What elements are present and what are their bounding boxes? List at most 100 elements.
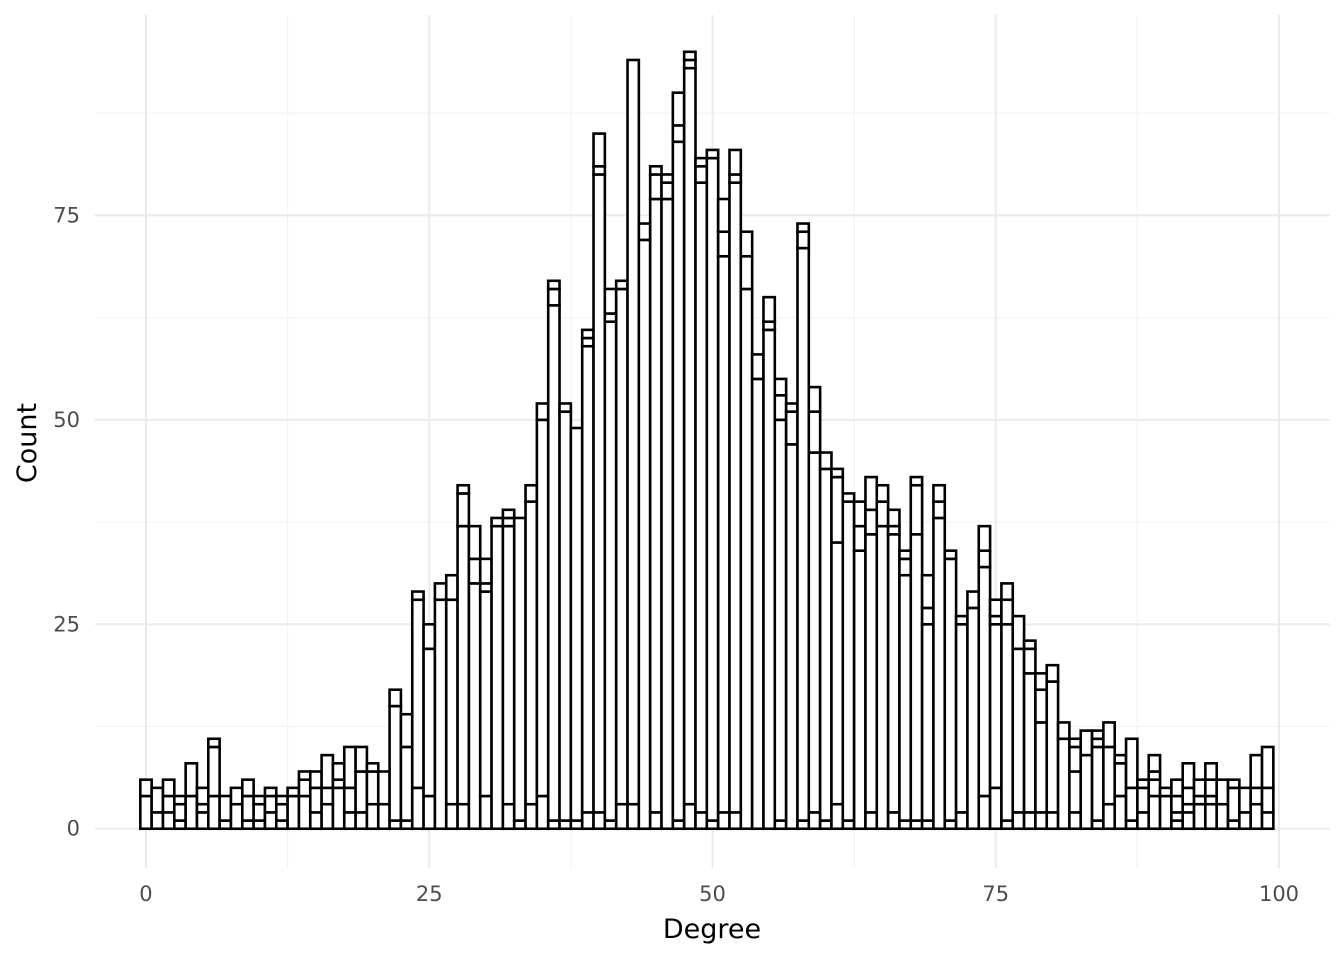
histogram-bar-segment	[150, 811, 165, 831]
histogram-bar-segment	[841, 500, 856, 822]
histogram-bar-segment	[1056, 721, 1071, 741]
histogram-bar-segment	[456, 492, 471, 528]
histogram-bar-segment	[943, 549, 958, 561]
histogram-bar-segment	[1068, 745, 1083, 773]
histogram-bar-segment	[739, 254, 754, 291]
histogram-bar-segment	[422, 622, 437, 651]
histogram-bar-segment	[728, 148, 743, 176]
histogram-bar-segment	[1136, 786, 1151, 814]
histogram-bar-segment	[207, 794, 221, 831]
histogram-bar-segment	[705, 148, 720, 160]
histogram-bar-segment	[501, 508, 516, 520]
histogram-bar-segment	[716, 230, 731, 258]
histogram-bar-segment	[207, 737, 221, 749]
histogram-bar-segment	[388, 704, 403, 822]
histogram-bar-segment	[297, 794, 312, 831]
histogram-bar-segment	[229, 786, 244, 806]
histogram-bar-segment	[1204, 762, 1218, 781]
histogram-bar-segment	[920, 573, 935, 610]
histogram-bar-segment	[682, 802, 697, 831]
histogram-bar-segment	[184, 762, 199, 798]
histogram-bar-segment	[1102, 802, 1117, 831]
histogram-bar-segment	[830, 467, 845, 479]
y-tick-label: 25	[53, 612, 80, 636]
histogram-bar-segment	[728, 181, 743, 814]
histogram-bar-segment	[1022, 639, 1037, 651]
histogram-bar-segment	[1192, 802, 1207, 831]
histogram-bar-segment	[150, 786, 165, 814]
histogram-bar-segment	[1249, 753, 1264, 790]
histogram-bar-segment	[1238, 786, 1252, 814]
histogram-bar-segment	[1022, 647, 1037, 675]
histogram-bar-segment	[320, 802, 335, 831]
histogram-bar-segment	[354, 811, 369, 831]
histogram-bar-segment	[671, 91, 686, 127]
histogram-bar-segment	[626, 58, 641, 806]
histogram-bar-segment	[342, 811, 357, 831]
x-tick-label: 25	[416, 882, 443, 906]
histogram-bar-segment	[1079, 729, 1094, 757]
histogram-bar-segment	[342, 786, 357, 814]
histogram-bar-segment	[501, 524, 516, 806]
histogram-bar-segment	[1158, 794, 1173, 831]
histogram-bar-segment	[1045, 680, 1060, 814]
histogram-bar-segment	[1068, 770, 1083, 814]
histogram-bar-segment	[535, 794, 550, 831]
histogram-bar-segment	[580, 811, 595, 831]
histogram-bar-segment	[410, 590, 425, 602]
histogram-bar-segment	[161, 794, 176, 814]
histogram-bar-segment	[422, 647, 437, 798]
histogram-bar-segment	[1136, 778, 1151, 790]
histogram-bar-segment	[433, 598, 448, 831]
histogram-bar-segment	[467, 582, 482, 831]
histogram-bar-segment	[546, 304, 561, 822]
histogram-bar-segment	[886, 508, 901, 528]
x-tick-label: 50	[699, 882, 726, 906]
histogram-bar-segment	[830, 802, 845, 831]
histogram-bar-segment	[660, 173, 675, 184]
x-tick-label: 75	[982, 882, 1009, 906]
histogram-bar-segment	[648, 173, 663, 201]
histogram-bar-segment	[909, 483, 924, 536]
histogram-bar-segment	[648, 811, 663, 831]
histogram-bar-segment	[558, 410, 573, 822]
histogram-bar-segment	[139, 794, 153, 831]
histogram-bar-segment	[682, 50, 697, 62]
histogram-bar-segment	[909, 533, 924, 822]
histogram-bar-segment	[490, 516, 505, 528]
histogram-bar-segment	[750, 377, 765, 831]
x-tick-label: 0	[139, 882, 152, 906]
histogram-bar-segment	[354, 770, 369, 814]
histogram-bar-segment	[1034, 688, 1049, 724]
histogram-bar-segment	[841, 492, 856, 503]
histogram-bar-segment	[988, 598, 1003, 618]
histogram-bar-segment	[286, 786, 301, 798]
histogram-bar-segment	[546, 287, 561, 307]
histogram-bar-segment	[682, 66, 697, 806]
histogram-bar-segment	[592, 132, 607, 168]
histogram-bar-segment	[297, 778, 312, 798]
histogram-bar-segment	[1147, 794, 1162, 831]
histogram-bar-segment	[512, 516, 527, 822]
histogram-bar-segment	[331, 762, 346, 781]
histogram-bar-segment	[977, 565, 992, 798]
histogram-bar-segment	[660, 197, 675, 831]
histogram-bar-segment	[308, 811, 323, 831]
histogram-bar-segment	[932, 516, 947, 831]
histogram-bar-segment	[1260, 786, 1275, 814]
x-axis-tick-labels: 0 25 50 75 100	[139, 882, 1299, 906]
histogram-bar-segment	[796, 222, 811, 234]
histogram-bar-segment	[240, 778, 255, 798]
histogram-bar-segment	[1147, 778, 1162, 798]
histogram-bar-segment	[637, 238, 652, 831]
histogram-bar-segment	[399, 712, 414, 749]
histogram-bar-segment	[218, 794, 233, 822]
histogram-bar-segment	[161, 811, 176, 831]
histogram-bar-segment	[207, 745, 221, 798]
histogram-bar-segment	[864, 508, 879, 536]
histogram-bar-segment	[173, 794, 187, 806]
histogram-bar-segment	[365, 762, 380, 773]
histogram-bar-segment	[977, 524, 992, 552]
histogram-bar-segment	[1204, 802, 1218, 831]
histogram-bar-segment	[762, 328, 777, 831]
